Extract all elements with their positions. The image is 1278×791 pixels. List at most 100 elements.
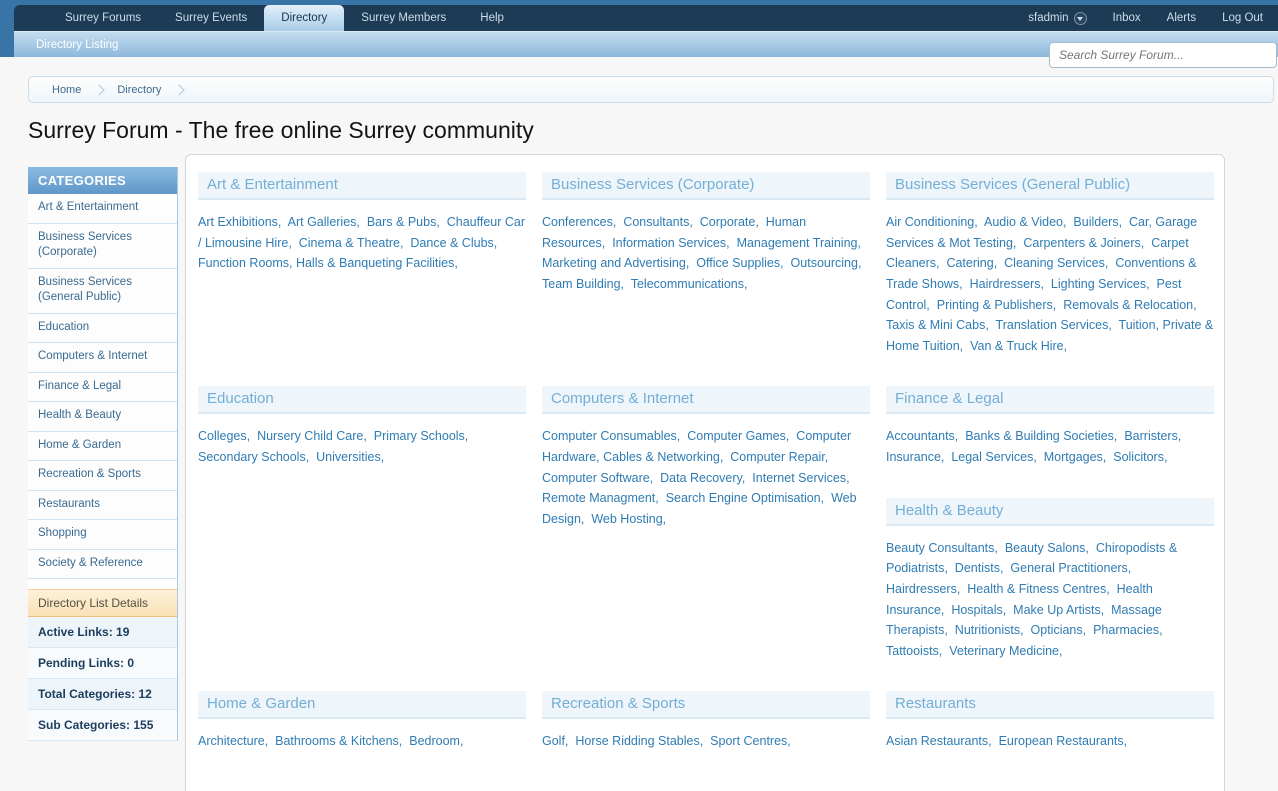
nav-tab-surrey-events[interactable]: Surrey Events xyxy=(175,12,248,24)
dir-link-computer-games[interactable]: Computer Games, xyxy=(687,429,790,444)
dir-link-architecture[interactable]: Architecture, xyxy=(198,734,269,749)
dir-link-hairdressers[interactable]: Hairdressers, xyxy=(969,276,1044,291)
section-header-art-entertainment[interactable]: Art & Entertainment xyxy=(198,172,526,200)
dir-link-accountants[interactable]: Accountants, xyxy=(886,429,959,444)
dir-link-health-insurance[interactable]: Health Insurance, xyxy=(886,581,1153,617)
dir-link-beauty-salons[interactable]: Beauty Salons, xyxy=(1004,540,1089,555)
dir-link-opticians[interactable]: Opticians, xyxy=(1030,623,1087,638)
sidebar-item-shopping[interactable]: Shopping xyxy=(28,520,177,550)
dir-link-beauty-consultants[interactable]: Beauty Consultants, xyxy=(886,540,998,555)
dir-link-barristers[interactable]: Barristers, xyxy=(1124,429,1182,444)
section-header-finance-legal[interactable]: Finance & Legal xyxy=(886,386,1214,415)
account-menu[interactable]: sfadmin xyxy=(1015,11,1099,25)
sidebar-item-restaurants[interactable]: Restaurants xyxy=(28,490,177,521)
search-input[interactable] xyxy=(1049,42,1277,68)
dir-link-removals-relocation[interactable]: Removals & Relocation, xyxy=(1063,297,1197,312)
dir-link-insurance[interactable]: Insurance, xyxy=(886,450,945,464)
dir-link-colleges[interactable]: Colleges, xyxy=(198,429,251,444)
dir-link-hairdressers[interactable]: Hairdressers, xyxy=(886,581,961,596)
section-header-home-garden[interactable]: Home & Garden xyxy=(198,691,526,720)
dir-link-search-engine-optimisation[interactable]: Search Engine Optimisation, xyxy=(665,491,825,506)
section-header-restaurants[interactable]: Restaurants xyxy=(886,691,1214,720)
dir-link-universities[interactable]: Universities, xyxy=(316,450,385,464)
dir-link-taxis-mini-cabs[interactable]: Taxis & Mini Cabs, xyxy=(886,318,989,333)
crumb-directory[interactable]: Directory xyxy=(117,83,162,96)
dir-link-corporate[interactable]: Corporate, xyxy=(699,215,759,229)
dir-link-european-restaurants[interactable]: European Restaurants, xyxy=(998,734,1128,749)
dir-link-sport-centres[interactable]: Sport Centres, xyxy=(710,734,791,749)
dir-link-lighting-services[interactable]: Lighting Services, xyxy=(1050,276,1150,291)
dir-link-chiropodists-podiatrists[interactable]: Chiropodists & Podiatrists, xyxy=(886,540,1178,576)
dir-link-computer-software[interactable]: Computer Software, xyxy=(542,470,654,485)
sidebar-item-health-beauty[interactable]: Health & Beauty xyxy=(28,402,177,432)
dir-link-legal-services[interactable]: Legal Services, xyxy=(951,450,1037,464)
dir-link-bars-pubs[interactable]: Bars & Pubs, xyxy=(366,215,440,229)
dir-link-outsourcing[interactable]: Outsourcing, xyxy=(790,256,862,271)
user-link-inbox[interactable]: Inbox xyxy=(1112,12,1141,24)
dir-link-van-truck-hire[interactable]: Van & Truck Hire, xyxy=(970,338,1068,353)
dir-link-web-hosting[interactable]: Web Hosting, xyxy=(591,511,667,526)
dir-link-golf[interactable]: Golf, xyxy=(542,734,569,749)
dir-link-cleaning-services[interactable]: Cleaning Services, xyxy=(1004,256,1109,271)
subnav-label[interactable]: Directory Listing xyxy=(36,38,119,51)
sidebar-item-art-entertainment[interactable]: Art & Entertainment xyxy=(28,194,177,224)
user-link-log-out[interactable]: Log Out xyxy=(1222,12,1263,24)
sidebar-item-finance-legal[interactable]: Finance & Legal xyxy=(28,372,177,403)
dir-link-massage-therapists[interactable]: Massage Therapists, xyxy=(886,602,1162,638)
dir-link-consultants[interactable]: Consultants, xyxy=(623,215,693,229)
dir-link-translation-services[interactable]: Translation Services, xyxy=(995,318,1112,333)
sidebar-item-computers-internet[interactable]: Computers & Internet xyxy=(28,343,177,373)
dir-link-bathrooms-kitchens[interactable]: Bathrooms & Kitchens, xyxy=(275,734,403,749)
dir-link-tuition-private-home-tuition[interactable]: Tuition, Private & Home Tuition, xyxy=(886,318,1214,353)
dir-link-banks-building-societies[interactable]: Banks & Building Societies, xyxy=(965,429,1118,444)
dir-link-computer-repair[interactable]: Computer Repair, xyxy=(730,450,829,464)
dir-link-pharmacies[interactable]: Pharmacies, xyxy=(1093,623,1163,638)
sidebar-item-business-services-general-public[interactable]: Business Services (General Public) xyxy=(28,268,177,314)
dir-link-office-supplies[interactable]: Office Supplies, xyxy=(696,256,784,271)
section-header-business-services-corporate[interactable]: Business Services (Corporate) xyxy=(542,172,870,200)
dir-link-function-rooms-halls-banqueting-facilities[interactable]: Function Rooms, Halls & Banqueting Facil… xyxy=(198,256,458,271)
dir-link-builders[interactable]: Builders, xyxy=(1073,215,1123,229)
sidebar-item-education[interactable]: Education xyxy=(28,313,177,344)
dir-link-team-building[interactable]: Team Building, xyxy=(542,276,624,291)
dir-link-computer-hardware-cables-networking[interactable]: Computer Hardware, Cables & Networking, xyxy=(542,429,852,464)
dir-link-web-design[interactable]: Web Design, xyxy=(542,491,857,526)
dir-link-carpenters-joiners[interactable]: Carpenters & Joiners, xyxy=(1023,235,1145,250)
dir-link-mortgages[interactable]: Mortgages, xyxy=(1043,450,1107,464)
dir-link-data-recovery[interactable]: Data Recovery, xyxy=(660,470,746,485)
dir-link-information-services[interactable]: Information Services, xyxy=(612,235,730,250)
crumb-home[interactable]: Home xyxy=(52,83,82,96)
nav-tab-surrey-members[interactable]: Surrey Members xyxy=(361,12,447,24)
user-link-alerts[interactable]: Alerts xyxy=(1166,12,1197,24)
dir-link-health-fitness-centres[interactable]: Health & Fitness Centres, xyxy=(967,581,1110,596)
dir-link-internet-services[interactable]: Internet Services, xyxy=(752,470,850,485)
sidebar-item-business-services-corporate[interactable]: Business Services (Corporate) xyxy=(28,223,177,269)
dir-link-chauffeur-car-limousine-hire[interactable]: Chauffeur Car / Limousine Hire, xyxy=(198,215,526,250)
dir-link-tattooists[interactable]: Tattooists, xyxy=(886,643,943,658)
sidebar-item-society-reference[interactable]: Society & Reference xyxy=(28,549,177,580)
dir-link-printing-publishers[interactable]: Printing & Publishers, xyxy=(936,297,1057,312)
dir-link-bedroom[interactable]: Bedroom, xyxy=(409,734,464,749)
dir-link-conventions-trade-shows[interactable]: Conventions & Trade Shows, xyxy=(886,256,1197,291)
dir-link-conferences[interactable]: Conferences, xyxy=(542,215,617,229)
dir-link-marketing-and-advertising[interactable]: Marketing and Advertising, xyxy=(542,256,690,271)
dir-link-remote-managment[interactable]: Remote Managment, xyxy=(542,491,659,506)
dir-link-air-conditioning[interactable]: Air Conditioning, xyxy=(886,215,978,229)
section-header-health-beauty[interactable]: Health & Beauty xyxy=(886,497,1214,526)
dir-link-art-galleries[interactable]: Art Galleries, xyxy=(287,215,360,229)
dir-link-computer-consumables[interactable]: Computer Consumables, xyxy=(542,429,681,444)
section-header-business-services-general-public[interactable]: Business Services (General Public) xyxy=(886,172,1214,200)
section-header-computers-internet[interactable]: Computers & Internet xyxy=(542,386,870,415)
section-header-recreation-sports[interactable]: Recreation & Sports xyxy=(542,691,870,720)
dir-link-asian-restaurants[interactable]: Asian Restaurants, xyxy=(886,734,992,749)
dir-link-veterinary-medicine[interactable]: Veterinary Medicine, xyxy=(949,643,1063,658)
nav-tab-help[interactable]: Help xyxy=(480,12,504,24)
sidebar-item-home-garden[interactable]: Home & Garden xyxy=(28,431,177,462)
dir-link-pest-control[interactable]: Pest Control, xyxy=(886,276,1182,312)
nav-tab-surrey-forums[interactable]: Surrey Forums xyxy=(65,12,142,24)
dir-link-horse-ridding-stables[interactable]: Horse Ridding Stables, xyxy=(575,734,704,749)
dir-link-cinema-theatre[interactable]: Cinema & Theatre, xyxy=(298,235,404,250)
dir-link-secondary-schools[interactable]: Secondary Schools, xyxy=(198,450,310,464)
dir-link-car-garage-services-mot-testing[interactable]: Car, Garage Services & Mot Testing, xyxy=(886,215,1198,250)
dir-link-management-training[interactable]: Management Training, xyxy=(736,235,861,250)
